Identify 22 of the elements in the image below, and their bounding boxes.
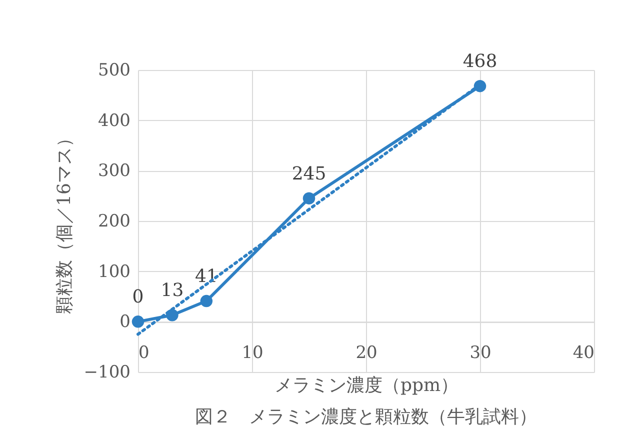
point (200, 294, 213, 308)
y-axis-title: 顆粒数（個／16マス） (54, 129, 75, 314)
data-label: 468 (462, 51, 498, 72)
y-tick-label: −100 (84, 362, 130, 382)
data-label: 13 (160, 280, 184, 302)
y-tick-label: 400 (98, 110, 130, 131)
x-axis-title: メラミン濃度（ppm） (274, 375, 459, 396)
data-label: 0 (132, 286, 144, 308)
point (132, 316, 144, 328)
x-tick-label: 10 (242, 343, 264, 364)
x-tick-label: 20 (356, 343, 378, 364)
x-tick-label: 0 (138, 343, 150, 364)
caption: 図２ メラミン濃度と顆粒数（牛乳試料） (195, 406, 537, 428)
y-tick-label: 300 (98, 161, 130, 182)
y-tick-label: 100 (98, 262, 130, 282)
point (302, 192, 316, 204)
y-tick-label: 500 (98, 60, 130, 80)
y-tick-label: 200 (98, 212, 130, 232)
x-tick-label: 30 (470, 343, 492, 364)
y-tick-label: 0 (120, 312, 130, 332)
data-label: 245 (292, 163, 326, 184)
x-tick-label: 40 (572, 343, 594, 364)
